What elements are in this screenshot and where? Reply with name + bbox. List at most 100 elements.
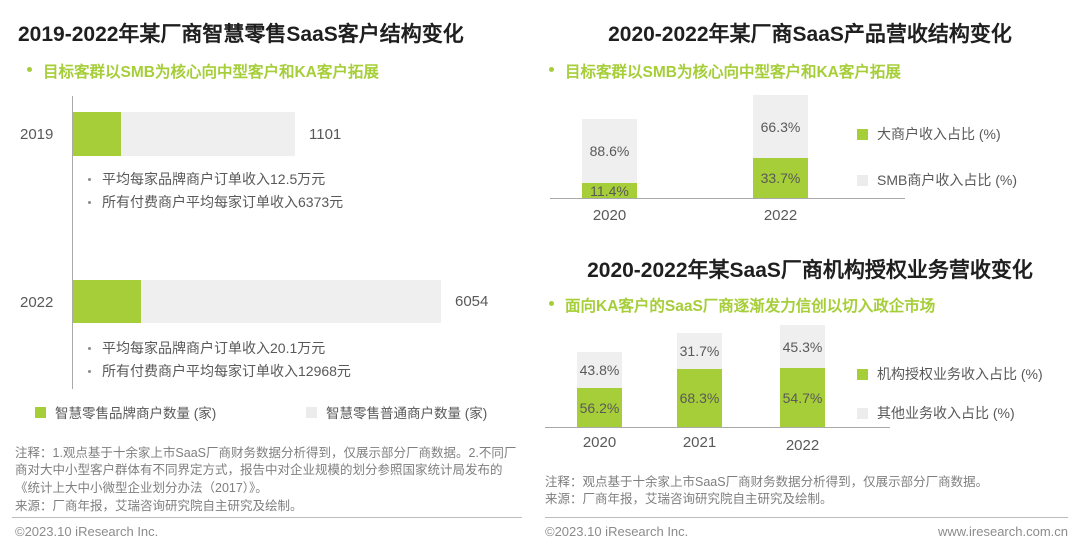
subnote-2022-2-text: 所有付费商户平均每家订单收入12968元	[102, 363, 351, 379]
right-copyright: ©2023.10 iResearch Inc.	[545, 524, 689, 539]
right-bottom-insight-text: 面向KA客户的SaaS厂商逐渐发力信创以切入政企市场	[565, 298, 936, 315]
legend-swatch-gray-icon	[857, 174, 868, 186]
subnote-dot-icon	[88, 201, 91, 204]
subnote-2022-2: 所有付费商户平均每家订单收入12968元	[88, 360, 351, 383]
stacked-bar-2021-auth: 31.7% 68.3%	[677, 333, 722, 427]
bar-2022-value-label: 6054	[455, 293, 489, 310]
left-chart-title: 2019-2022年某厂商智慧零售SaaS客户结构变化	[18, 23, 464, 46]
left-chart-panel: 2019-2022年某厂商智慧零售SaaS客户结构变化 目标客群以SMB为核心向…	[12, 23, 522, 539]
xaxis-label-2020: 2020	[592, 207, 627, 224]
legend-normal-merchants-label: 智慧零售普通商户数量 (家)	[326, 406, 488, 421]
notes-2022: 平均每家品牌商户订单收入20.1万元 所有付费商户平均每家订单收入12968元	[88, 337, 351, 383]
year-label-2022: 2022	[20, 294, 54, 311]
stacked-bar-2020-auth: 43.8% 56.2%	[577, 352, 622, 427]
right-top-insight-text: 目标客群以SMB为核心向中型客户和KA客户拓展	[565, 64, 901, 81]
legend-auth-label: 机构授权业务收入占比 (%)	[877, 366, 1043, 382]
right-top-chart-baseline	[550, 198, 905, 199]
subnote-2019-1-text: 平均每家品牌商户订单收入12.5万元	[102, 171, 326, 187]
segment-other-2022: 45.3%	[780, 325, 825, 368]
right-top-insight-bullet: 目标客群以SMB为核心向中型客户和KA客户拓展	[549, 60, 901, 82]
xaxis-label-2020: 2020	[582, 434, 617, 451]
subnote-dot-icon	[88, 178, 91, 181]
legend-brand-merchants: 智慧零售品牌商户数量 (家)	[35, 402, 216, 422]
right-source-text: 来源：厂商年报，艾瑞咨询研究院自主研究及绘制。	[545, 492, 833, 506]
left-insight-bullet: 目标客群以SMB为核心向中型客户和KA客户拓展	[27, 60, 379, 82]
legend-normal-merchants: 智慧零售普通商户数量 (家)	[306, 402, 487, 422]
bullet-dot-icon	[549, 67, 554, 72]
bullet-dot-icon	[27, 67, 32, 72]
left-copyright: ©2023.10 iResearch Inc.	[15, 524, 159, 539]
segment-smb-2022: 66.3%	[753, 95, 808, 158]
subnote-dot-icon	[88, 370, 91, 373]
stacked-bar-2022-revenue: 66.3% 33.7%	[753, 95, 808, 198]
legend-auth-revenue: 机构授权业务收入占比 (%)	[857, 364, 1043, 384]
bar-2019: 1101	[73, 112, 341, 156]
right-footer-divider	[545, 517, 1068, 518]
subnote-2019-2: 所有付费商户平均每家订单收入6373元	[88, 191, 343, 214]
pct-label-other-2020: 43.8%	[579, 362, 620, 378]
legend-brand-merchants-label: 智慧零售品牌商户数量 (家)	[55, 406, 217, 421]
bar-2019-brand-segment	[73, 112, 121, 156]
right-bottom-chart-baseline	[545, 427, 890, 428]
legend-other-label: 其他业务收入占比 (%)	[877, 405, 1015, 421]
segment-smb-2020: 88.6%	[582, 119, 637, 183]
segment-auth-2021: 68.3%	[677, 369, 722, 427]
notes-2019: 平均每家品牌商户订单收入12.5万元 所有付费商户平均每家订单收入6373元	[88, 168, 343, 214]
legend-big-merchant-label: 大商户收入占比 (%)	[877, 126, 1001, 142]
legend-swatch-green-icon	[35, 406, 46, 418]
subnote-2019-1: 平均每家品牌商户订单收入12.5万元	[88, 168, 343, 191]
left-chart-axis	[72, 96, 73, 389]
segment-auth-2020: 56.2%	[577, 388, 622, 427]
stacked-bar-2022-auth: 45.3% 54.7%	[780, 325, 825, 427]
legend-swatch-gray-icon	[857, 407, 868, 419]
bar-2022-brand-segment	[73, 280, 141, 323]
pct-label-smb-2022: 66.3%	[760, 118, 801, 135]
left-insight-text: 目标客群以SMB为核心向中型客户和KA客户拓展	[43, 64, 379, 81]
pct-label-auth-2020: 56.2%	[579, 399, 620, 416]
right-top-chart-title: 2020-2022年某厂商SaaS产品营收结构变化	[608, 23, 1012, 46]
subnote-2019-2-text: 所有付费商户平均每家订单收入6373元	[102, 194, 344, 210]
pct-label-big-2022: 33.7%	[760, 170, 801, 186]
pct-label-auth-2021: 68.3%	[679, 390, 720, 406]
segment-other-2021: 31.7%	[677, 333, 722, 369]
xaxis-label-2022: 2022	[763, 207, 798, 224]
right-bottom-chart-panel: 2020-2022年某SaaS厂商机构授权业务营收变化 面向KA客户的SaaS厂…	[540, 240, 1080, 545]
legend-other-revenue: 其他业务收入占比 (%)	[857, 403, 1015, 423]
subnote-2022-1-text: 平均每家品牌商户订单收入20.1万元	[102, 340, 326, 356]
bar-2019-normal-segment	[121, 112, 295, 156]
right-note-text: 注释：观点基于十余家上市SaaS厂商财务数据分析得到，仅展示部分厂商数据。	[545, 475, 989, 489]
segment-big-2020: 11.4%	[582, 182, 637, 199]
right-top-chart-panel: 2020-2022年某厂商SaaS产品营收结构变化 目标客群以SMB为核心向中型…	[540, 0, 1080, 240]
legend-smb-revenue: SMB商户收入占比 (%)	[857, 170, 1017, 190]
pct-label-smb-2020: 88.6%	[589, 143, 630, 159]
subnote-dot-icon	[88, 347, 91, 350]
legend-swatch-gray-icon	[306, 406, 317, 418]
legend-big-merchant-revenue: 大商户收入占比 (%)	[857, 124, 1001, 144]
right-bottom-chart-title: 2020-2022年某SaaS厂商机构授权业务营收变化	[587, 259, 1033, 282]
stacked-bar-2020-revenue: 88.6% 11.4%	[582, 119, 637, 199]
right-bottom-insight-bullet: 面向KA客户的SaaS厂商逐渐发力信创以切入政企市场	[549, 294, 935, 316]
pct-label-big-2020: 11.4%	[590, 182, 629, 199]
bar-2022-normal-segment	[141, 280, 441, 323]
left-footer-divider	[12, 517, 522, 518]
subnote-2022-1: 平均每家品牌商户订单收入20.1万元	[88, 337, 351, 360]
pct-label-other-2022: 45.3%	[782, 338, 823, 355]
right-website: www.iresearch.com.cn	[937, 524, 1068, 539]
pct-label-other-2021: 31.7%	[679, 343, 720, 359]
segment-big-2022: 33.7%	[753, 158, 808, 198]
bar-2022: 6054	[73, 280, 488, 323]
bar-2019-value-label: 1101	[309, 125, 342, 143]
left-note-text: 注释：1.观点基于十余家上市SaaS厂商财务数据分析得到，仅展示部分厂商数据。2…	[15, 446, 517, 495]
pct-label-auth-2022: 54.7%	[782, 389, 823, 406]
legend-swatch-green-icon	[857, 368, 868, 380]
bullet-dot-icon	[549, 301, 554, 306]
legend-swatch-green-icon	[857, 128, 868, 140]
segment-auth-2022: 54.7%	[780, 368, 825, 427]
xaxis-label-2021: 2021	[682, 434, 717, 451]
year-label-2019: 2019	[20, 126, 54, 143]
left-source-text: 来源：厂商年报，艾瑞咨询研究院自主研究及绘制。	[15, 499, 303, 513]
xaxis-label-2022: 2022	[785, 437, 820, 454]
legend-smb-label: SMB商户收入占比 (%)	[877, 172, 1017, 188]
segment-other-2020: 43.8%	[577, 352, 622, 388]
